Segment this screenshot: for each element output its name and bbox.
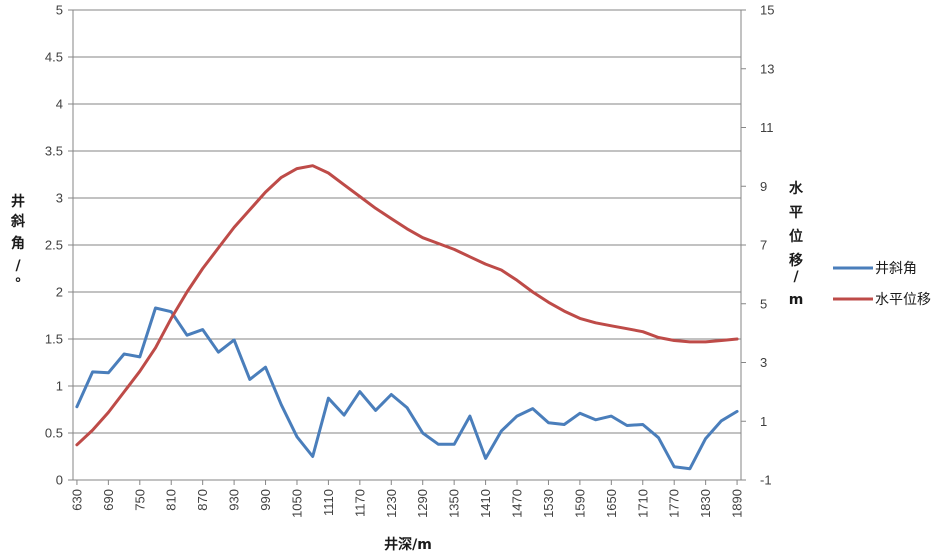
x-tick-label: 810 bbox=[164, 489, 179, 511]
gridlines bbox=[73, 9, 741, 481]
left-tick-label: 4.5 bbox=[45, 50, 63, 65]
left-tick-label: 0 bbox=[56, 473, 63, 488]
x-tick-label: 870 bbox=[195, 489, 210, 511]
right-axis-title-char: 水 bbox=[789, 180, 804, 197]
x-tick-label: 990 bbox=[258, 489, 273, 511]
right-tick-label: 9 bbox=[760, 179, 767, 194]
right-tick-label: 5 bbox=[760, 296, 767, 311]
left-tick-label: 4 bbox=[56, 97, 63, 112]
x-tick-label: 690 bbox=[101, 489, 116, 511]
x-tick-label: 1050 bbox=[289, 489, 304, 518]
x-tick-label: 1350 bbox=[447, 489, 462, 518]
left-axis-ticks: 0 0.5 1 1.5 2 2.5 3 3.5 4 4.5 5 bbox=[45, 3, 73, 488]
x-tick-label: 1410 bbox=[478, 489, 493, 518]
series-layer bbox=[75, 164, 739, 471]
x-tick-label: 1290 bbox=[415, 489, 430, 518]
left-tick-label: 5 bbox=[56, 3, 63, 18]
x-tick-label: 1230 bbox=[384, 489, 399, 518]
right-axis-title-char: 位 bbox=[789, 228, 803, 245]
x-tick-label: 1830 bbox=[698, 489, 713, 518]
x-tick-label: 1770 bbox=[667, 489, 682, 518]
left-axis-title-char: 角 bbox=[11, 235, 25, 252]
x-tick-label: 630 bbox=[69, 489, 84, 511]
x-tick-label: 1650 bbox=[604, 489, 619, 518]
right-axis-title-char: 移 bbox=[789, 252, 803, 269]
left-axis-title-char: ° bbox=[15, 276, 22, 292]
x-tick-label: 750 bbox=[132, 489, 147, 511]
x-tick-label: 1530 bbox=[541, 489, 556, 518]
x-axis-title: 井深/m bbox=[384, 536, 432, 553]
right-axis-title-char: / bbox=[793, 269, 799, 285]
x-tick-label: 1710 bbox=[635, 489, 650, 518]
right-tick-label: 1 bbox=[760, 414, 767, 429]
series-line-2 bbox=[75, 164, 739, 447]
x-tick-label: 1890 bbox=[730, 489, 745, 518]
right-tick-label: 7 bbox=[760, 238, 767, 253]
right-tick-label: 13 bbox=[760, 61, 774, 76]
left-tick-label: 1.5 bbox=[45, 332, 63, 347]
left-axis-title: 井斜角 / ° bbox=[10, 193, 25, 292]
x-axis-ticks: 630 690 750 810 870 930 990 1050 1110 1170 1230 129… bbox=[69, 480, 745, 518]
left-axis-title-char: 斜 bbox=[10, 213, 25, 230]
left-tick-label: 2 bbox=[56, 285, 63, 300]
right-tick-label: 3 bbox=[760, 355, 767, 370]
left-tick-label: 0.5 bbox=[45, 426, 63, 441]
x-tick-label: 1170 bbox=[352, 489, 367, 517]
right-axis-title: 水平位移/ m bbox=[789, 180, 804, 308]
x-tick-label: 930 bbox=[227, 489, 242, 511]
x-tick-label: 1110 bbox=[321, 489, 336, 516]
right-axis-title-char: 平 bbox=[789, 205, 803, 221]
left-axis-title-char: / bbox=[15, 258, 21, 274]
x-tick-label: 1590 bbox=[572, 489, 587, 518]
legend-label-1: 井斜角 bbox=[875, 261, 917, 277]
x-tick-label: 1470 bbox=[510, 489, 525, 518]
left-tick-label: 3 bbox=[56, 191, 63, 206]
left-tick-label: 3.5 bbox=[45, 144, 63, 159]
left-axis-title-char: 井 bbox=[11, 193, 25, 210]
right-tick-label: 15 bbox=[760, 3, 774, 18]
right-tick-label: 11 bbox=[760, 120, 774, 135]
left-tick-label: 1 bbox=[56, 379, 63, 394]
right-tick-label: -1 bbox=[760, 473, 772, 488]
left-tick-label: 2.5 bbox=[45, 238, 63, 253]
legend-label-2: 水平位移 bbox=[875, 292, 931, 308]
series-line-1 bbox=[75, 306, 739, 471]
right-axis-title-char: m bbox=[789, 292, 804, 308]
